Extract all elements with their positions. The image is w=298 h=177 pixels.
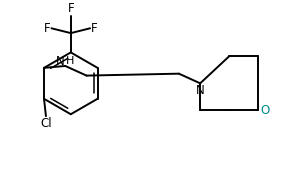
Text: F: F (67, 2, 74, 15)
Text: F: F (91, 22, 98, 35)
Text: F: F (44, 22, 50, 35)
Text: H: H (66, 56, 74, 66)
Text: N: N (196, 84, 204, 97)
Text: Cl: Cl (40, 117, 52, 130)
Text: N: N (55, 55, 64, 68)
Text: O: O (260, 104, 269, 117)
